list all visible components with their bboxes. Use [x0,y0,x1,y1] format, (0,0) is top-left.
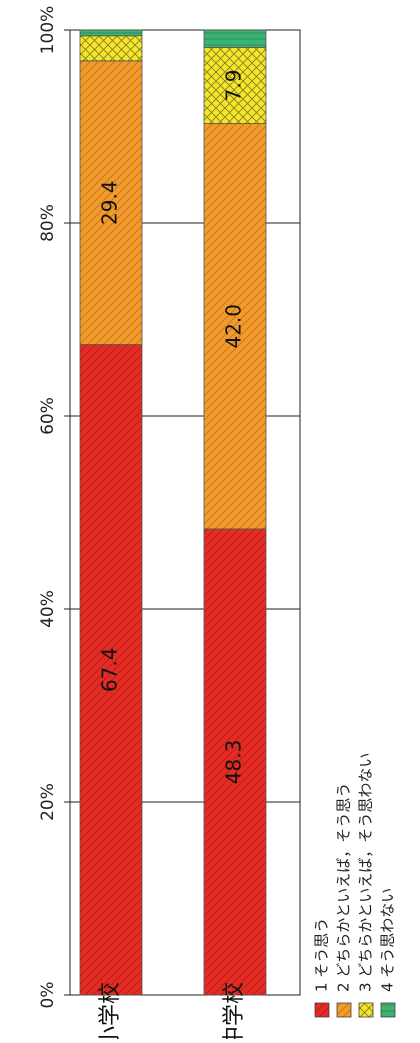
bar-hatch-1-2 [204,47,266,124]
tick-label-40: 40% [38,590,58,628]
data-label-1-2: 7.9 [222,70,246,102]
bar-hatch-0-1 [80,60,142,345]
bar-hatch-0-0 [80,344,142,996]
data-label-1-0: 48.3 [222,740,246,785]
data-label-1-1: 42.0 [222,304,246,349]
tick-label-20: 20% [38,783,58,821]
axis-layer: 0% 20% 40% 60% 80% 100% 小学校 中学校 [38,6,247,1043]
legend-swatch-hatch-2 [359,1003,373,1017]
legend-label-1: 2 どちらかといえば，そう思う [335,783,353,992]
category-label-0: 小学校 [98,982,123,1039]
legend-label-0: 1 そう思う [313,918,331,992]
data-label-0-0: 67.4 [98,648,122,693]
tick-label-100: 100% [38,6,58,55]
tick-label-0: 0% [38,982,58,1009]
bar-hatch-0-3 [80,30,142,36]
bar-hatch-1-0 [204,528,266,995]
legend-swatch-hatch-1 [337,1003,351,1017]
legend-label-2: 3 どちらかといえば，そう思わない [357,753,375,992]
legend-swatch-hatch-3 [381,1003,395,1017]
legend-swatch-hatch-0 [315,1003,329,1017]
legend-label-3: 4 そう思わない [379,888,397,992]
bar-hatch-1-1 [204,123,266,529]
bar-hatch-0-2 [80,35,142,61]
tick-label-60: 60% [38,397,58,435]
bar-hatch-1-3 [204,30,266,48]
data-label-0-1: 29.4 [98,180,122,225]
tick-label-80: 80% [38,204,58,242]
category-label-1: 中学校 [222,982,247,1039]
bars-layer: 67.4 29.4 48.3 42.0 7.9 [79,29,267,996]
legend-layer: 1 そう思う 2 どちらかといえば，そう思う 3 どちらかといえば，そう思わない 4 … [313,753,397,1018]
